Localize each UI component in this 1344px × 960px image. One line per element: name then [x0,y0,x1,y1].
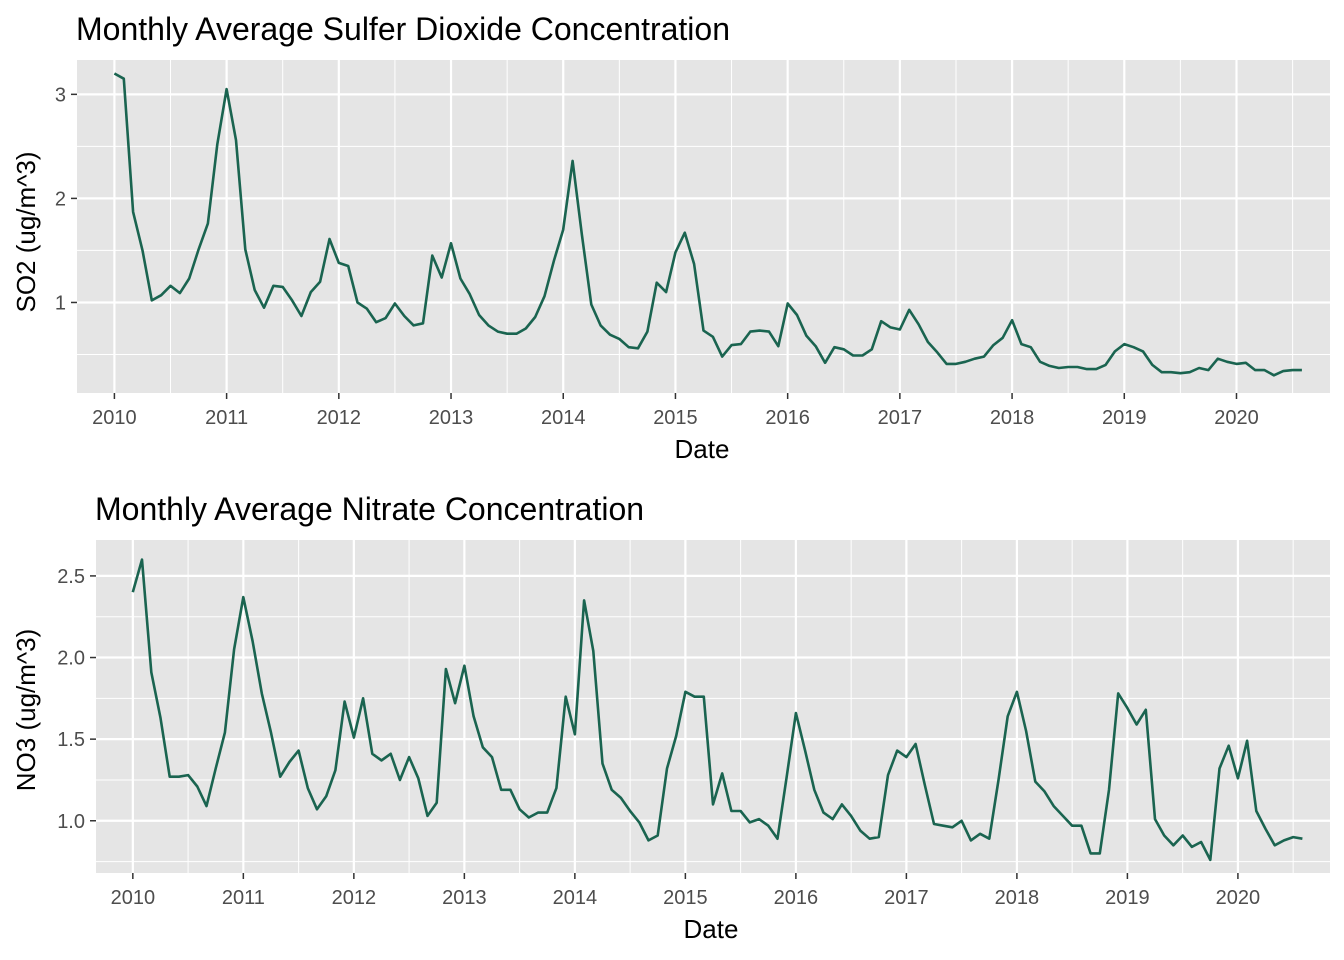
no3-chart-title: Monthly Average Nitrate Concentration [95,491,644,527]
no3-x-tick-label: 2012 [332,887,377,909]
no3-plot-background [96,540,1330,873]
so2-y-tick-label: 3 [55,84,66,106]
no3-chart: 2010 2011 2012 2013 2014 2015 2016 2017 2018 2019… [11,491,1330,944]
no3-x-tick-label: 2013 [442,887,487,909]
so2-x-tick-label: 2020 [1214,407,1259,429]
so2-x-tick-label: 2011 [205,407,248,429]
so2-x-tick-label: 2010 [92,407,137,429]
so2-x-tick-label: 2013 [429,407,474,429]
no3-x-tick-label: 2011 [222,887,265,909]
no3-grid [96,540,1330,873]
so2-x-tick-label: 2016 [765,407,810,429]
so2-y-axis-title: SO2 (ug/m^3) [11,151,41,312]
so2-chart: 2010 2011 2012 2013 2014 2015 2016 2017 2018 2019… [11,11,1330,464]
so2-series-line [113,72,1302,377]
so2-y-tick-label: 2 [55,188,66,210]
no3-y-axis-title: NO3 (ug/m^3) [11,629,41,791]
so2-y-tick-label: 1 [55,292,66,314]
no3-x-tick-label: 2010 [111,887,156,909]
so2-x-axis-title: Date [675,434,730,464]
so2-plot-background [77,60,1330,393]
so2-x-tick-label: 2015 [653,407,698,429]
no3-y-tick-label: 1.5 [57,729,85,751]
no3-x-tick-label: 2020 [1216,887,1261,909]
no3-x-tick-label: 2014 [553,887,598,909]
so2-x-tick-label: 2014 [541,407,586,429]
no3-x-tick-label: 2016 [774,887,819,909]
no3-y-tick-label: 1.0 [57,811,85,833]
no3-y-tick-label: 2.0 [57,648,85,670]
so2-x-tick-label: 2019 [1102,407,1147,429]
so2-x-tick-label: 2018 [990,407,1035,429]
no3-x-tick-label: 2019 [1105,887,1150,909]
no3-series-line [131,558,1303,862]
so2-x-tick-label: 2017 [878,407,923,429]
so2-chart-title: Monthly Average Sulfer Dioxide Concentra… [76,11,730,47]
so2-x-tick-label: 2012 [317,407,362,429]
no3-x-tick-label: 2018 [995,887,1040,909]
so2-grid [77,60,1330,393]
no3-y-tick-label: 2.5 [57,566,85,588]
no3-x-tick-label: 2015 [663,887,708,909]
no3-x-tick-label: 2017 [884,887,929,909]
no3-x-axis-title: Date [684,914,739,944]
